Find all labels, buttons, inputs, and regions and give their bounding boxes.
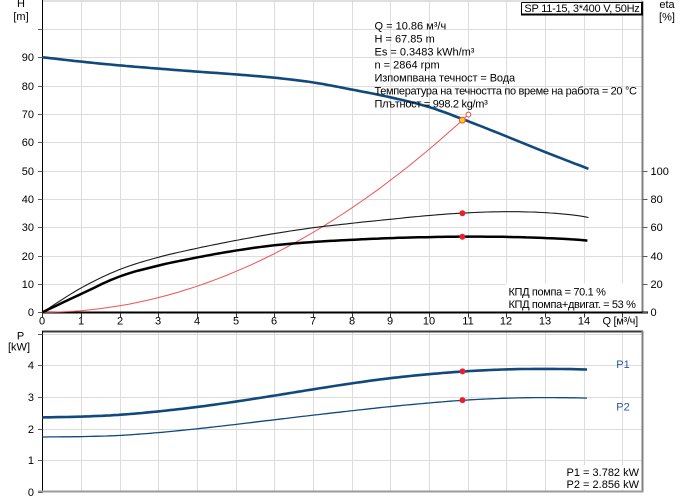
svg-text:12: 12 bbox=[500, 316, 512, 328]
svg-text:100: 100 bbox=[651, 166, 669, 178]
svg-text:70: 70 bbox=[22, 109, 34, 121]
svg-text:2: 2 bbox=[117, 316, 123, 328]
svg-text:P: P bbox=[17, 331, 24, 343]
svg-text:40: 40 bbox=[22, 194, 34, 206]
svg-text:7: 7 bbox=[310, 316, 316, 328]
svg-text:Изпомпвана течност = Вода: Изпомпвана течност = Вода bbox=[375, 72, 517, 84]
svg-text:Плътност = 998.2 kg/m³: Плътност = 998.2 kg/m³ bbox=[375, 98, 489, 110]
svg-text:5: 5 bbox=[233, 316, 239, 328]
svg-text:Es = 0.3483 kWh/m³: Es = 0.3483 kWh/m³ bbox=[375, 46, 475, 58]
svg-text:0: 0 bbox=[651, 307, 657, 319]
svg-text:3: 3 bbox=[155, 316, 161, 328]
svg-text:n = 2864 rpm: n = 2864 rpm bbox=[375, 59, 440, 71]
svg-text:40: 40 bbox=[651, 251, 663, 263]
svg-text:50: 50 bbox=[22, 166, 34, 178]
svg-text:[m]: [m] bbox=[13, 11, 28, 23]
svg-text:0: 0 bbox=[28, 487, 34, 499]
svg-text:H = 67.85 m: H = 67.85 m bbox=[375, 33, 435, 45]
svg-text:8: 8 bbox=[349, 316, 355, 328]
svg-text:3: 3 bbox=[28, 392, 34, 404]
svg-text:9: 9 bbox=[387, 316, 393, 328]
svg-text:[kW]: [kW] bbox=[8, 342, 30, 354]
svg-text:Q [м³/ч]: Q [м³/ч] bbox=[603, 316, 639, 328]
svg-text:P2: P2 bbox=[616, 402, 629, 414]
svg-text:[%]: [%] bbox=[659, 12, 675, 24]
svg-text:30: 30 bbox=[22, 222, 34, 234]
svg-text:4: 4 bbox=[28, 360, 34, 372]
svg-text:H: H bbox=[17, 0, 25, 10]
svg-text:90: 90 bbox=[22, 52, 34, 64]
svg-text:1: 1 bbox=[28, 455, 34, 467]
svg-text:4: 4 bbox=[194, 316, 200, 328]
svg-text:КПД помпа = 70.1 %: КПД помпа = 70.1 % bbox=[509, 287, 607, 299]
svg-text:10: 10 bbox=[423, 316, 435, 328]
svg-text:60: 60 bbox=[22, 137, 34, 149]
svg-text:eta: eta bbox=[659, 0, 675, 11]
svg-text:P1 = 3.782 kW: P1 = 3.782 kW bbox=[567, 467, 640, 479]
svg-text:0: 0 bbox=[28, 307, 34, 319]
svg-text:60: 60 bbox=[651, 222, 663, 234]
svg-text:80: 80 bbox=[22, 81, 34, 93]
svg-text:20: 20 bbox=[22, 251, 34, 263]
svg-text:2: 2 bbox=[28, 424, 34, 436]
svg-text:10: 10 bbox=[22, 279, 34, 291]
svg-text:14: 14 bbox=[578, 316, 590, 328]
svg-text:80: 80 bbox=[651, 194, 663, 206]
svg-text:КПД помпа+двигат. = 53 %: КПД помпа+двигат. = 53 % bbox=[509, 299, 637, 311]
svg-text:SP 11-15, 3*400 V, 50Hz: SP 11-15, 3*400 V, 50Hz bbox=[524, 3, 639, 15]
svg-text:P2 = 2.856 kW: P2 = 2.856 kW bbox=[567, 479, 640, 491]
svg-text:13: 13 bbox=[539, 316, 551, 328]
svg-text:Q = 10.86 м³/ч: Q = 10.86 м³/ч bbox=[375, 20, 447, 32]
svg-text:20: 20 bbox=[651, 279, 663, 291]
svg-text:6: 6 bbox=[271, 316, 277, 328]
svg-text:Температура на течността по вр: Температура на течността по време на раб… bbox=[375, 85, 638, 97]
svg-text:P1: P1 bbox=[616, 359, 629, 371]
svg-text:1: 1 bbox=[78, 316, 84, 328]
svg-text:11: 11 bbox=[462, 316, 473, 328]
svg-text:0: 0 bbox=[39, 316, 45, 328]
